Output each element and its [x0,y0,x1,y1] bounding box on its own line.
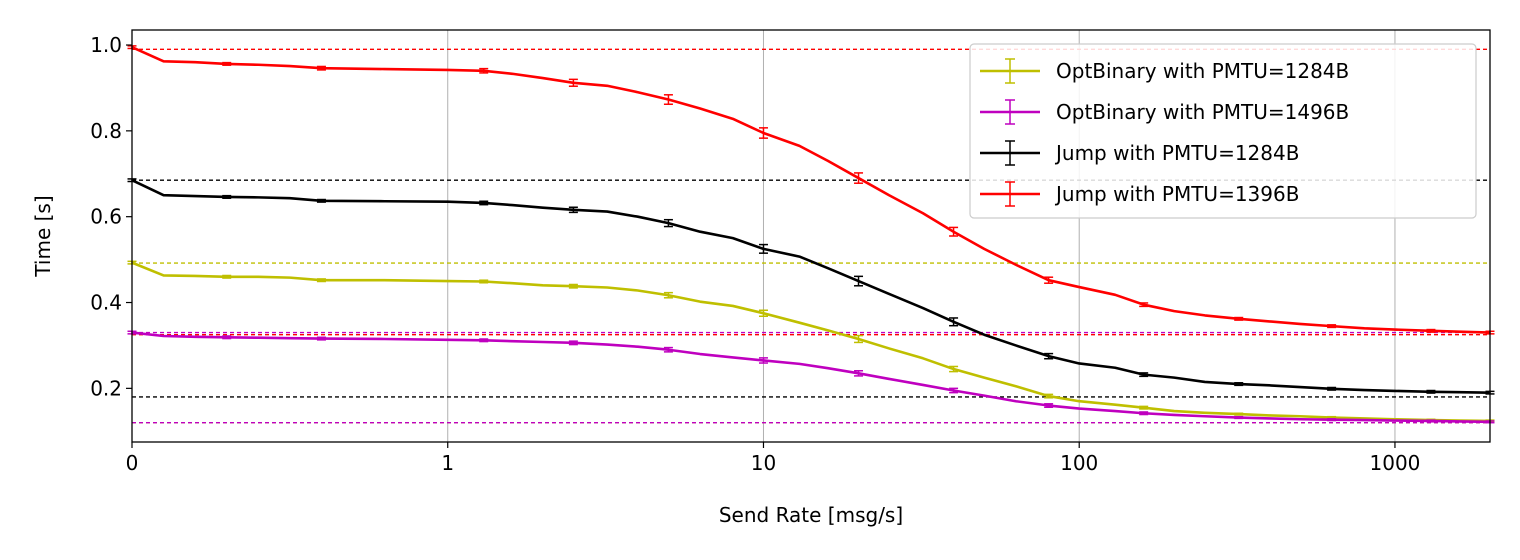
error-bar [758,127,768,139]
error-bar [1044,276,1054,284]
series-line [131,179,1491,394]
x-tick-label: 10 [751,451,776,475]
error-bar [663,218,673,228]
legend-label: OptBinary with PMTU=1284B [1056,59,1349,83]
error-bar [479,67,489,74]
series-4 [127,45,1495,335]
error-bar [568,340,578,346]
legend-item: Jump with PMTU=1284B [980,140,1299,166]
legend-label: Jump with PMTU=1396B [1054,182,1299,206]
y-tick-label: 0.6 [90,205,122,229]
y-tick-label: 0.2 [90,376,122,400]
error-bar [1139,411,1149,416]
reference-lines [132,48,1490,424]
error-bar [479,279,489,284]
series-layer [127,45,1495,424]
x-tick-label: 0 [126,451,139,475]
error-bar [1234,415,1244,420]
error-bar [568,78,578,87]
error-bar [1234,382,1244,387]
error-bar [1426,419,1436,423]
x-tick-label: 100 [1060,451,1098,475]
series-line [131,331,1491,424]
series-3 [127,178,1495,395]
y-tick-label: 0.8 [90,119,122,143]
error-bar [1139,302,1149,308]
error-bar [1327,418,1337,422]
error-bar [758,309,768,318]
series-line [131,45,1491,334]
legend-item: OptBinary with PMTU=1284B [980,58,1349,84]
y-axis-ticks: 0.2 0.4 0.6 0.8 1.0 [90,33,132,400]
error-bar [222,194,232,199]
y-tick-label: 1.0 [90,33,122,57]
plot-frame [131,29,1491,443]
x-axis-label: Send Rate [msg/s] [719,503,903,527]
error-bar [1234,412,1244,416]
legend-item: OptBinary with PMTU=1496B [980,99,1349,125]
error-bar [222,274,232,279]
y-tick-label: 0.4 [90,291,122,315]
error-bar [663,291,673,299]
error-bar [222,61,232,66]
legend-item: Jump with PMTU=1396B [980,181,1299,207]
error-bar [854,275,864,287]
error-bar [568,283,578,289]
error-bar [1426,389,1436,394]
error-bar [568,206,578,214]
series-line [131,261,1491,423]
legend-box [969,43,1477,219]
error-bar [1139,372,1149,378]
error-bar [1044,352,1054,360]
error-bar [1327,386,1337,391]
error-bar [1044,393,1054,399]
error-bar [854,370,864,377]
error-bar [316,336,326,341]
error-bar [1044,403,1054,408]
error-bar [854,172,864,184]
x-axis-ticks: 0 1 10 100 1000 [126,442,1421,475]
error-bar [1139,405,1149,410]
y-axis-label: Time [s] [31,195,55,277]
error-bar [1426,328,1436,333]
error-bar [1234,316,1244,321]
error-bar [663,94,673,105]
error-bar [949,365,959,373]
legend-label: OptBinary with PMTU=1496B [1056,100,1349,124]
error-bar [758,243,768,254]
error-bar [758,357,768,364]
error-bar [479,338,489,343]
error-bar [222,335,232,340]
error-bar [949,226,959,237]
error-bar [316,198,326,203]
error-bar [949,317,959,327]
error-bar [854,334,864,344]
x-tick-label: 1000 [1370,451,1421,475]
legend-label: Jump with PMTU=1284B [1054,141,1299,165]
x-tick-label: 1 [441,451,454,475]
error-bar [949,387,959,394]
error-bar [479,200,489,206]
error-bar [663,346,673,353]
legend: OptBinary with PMTU=1284B OptBinary with … [969,43,1477,219]
error-bar [316,65,326,71]
error-bar [1327,324,1337,329]
error-bar [316,278,326,283]
series-1 [127,260,1495,423]
